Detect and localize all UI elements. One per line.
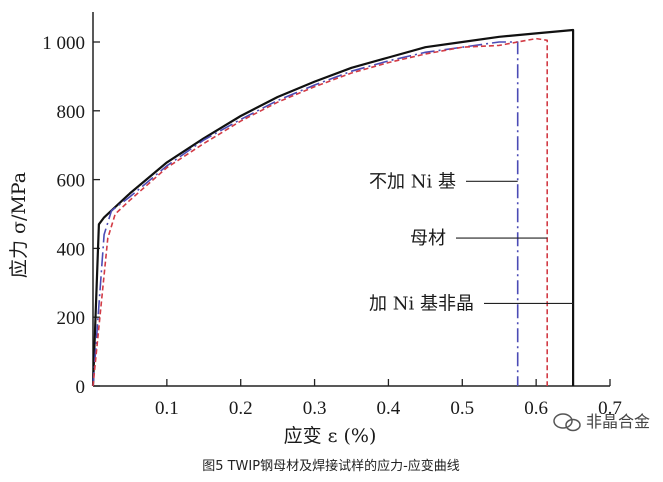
tick-labels: 0 200 400 600 800 1 000 0.1 0.2 0.3 0.4 0.5 0.6 0.7 [42,33,622,419]
series-line-2 [92,41,519,387]
x-tick-label: 0.6 [524,398,548,419]
x-axis-title: 应变 ε (%) [284,425,377,447]
y-tick-label: 1 000 [42,33,85,54]
x-tick-label: 0.4 [377,398,401,419]
annotation-label: 母材 [410,228,446,249]
x-tick-label: 0.7 [598,398,622,419]
y-axis-title: 应力 σ/MPa [8,172,30,278]
series-line-3 [92,37,549,387]
y-tick-label: 200 [57,308,86,329]
x-tick-label: 0.2 [229,398,253,419]
series-lines [91,28,575,387]
annotation-label: 加 Ni 基非晶 [369,293,474,314]
x-tick-label: 0.5 [450,398,474,419]
y-tick-label: 400 [57,239,86,260]
figure-caption: 图5 TWIP钢母材及焊接试样的应力-应变曲线 [202,458,460,474]
series-line-1 [91,28,575,387]
y-tick-label: 800 [57,102,86,123]
x-tick-label: 0.1 [155,398,179,419]
y-tick-label: 0 [76,377,86,398]
y-tick-label: 600 [57,171,86,192]
x-tick-label: 0.3 [303,398,327,419]
axes-frame [92,12,610,387]
annotation-label: 不加 Ni 基 [369,171,456,192]
watermark-text: 非晶合金 [586,412,650,431]
watermark: 非晶合金 [553,412,650,432]
chat-bubble-icon [553,413,581,432]
